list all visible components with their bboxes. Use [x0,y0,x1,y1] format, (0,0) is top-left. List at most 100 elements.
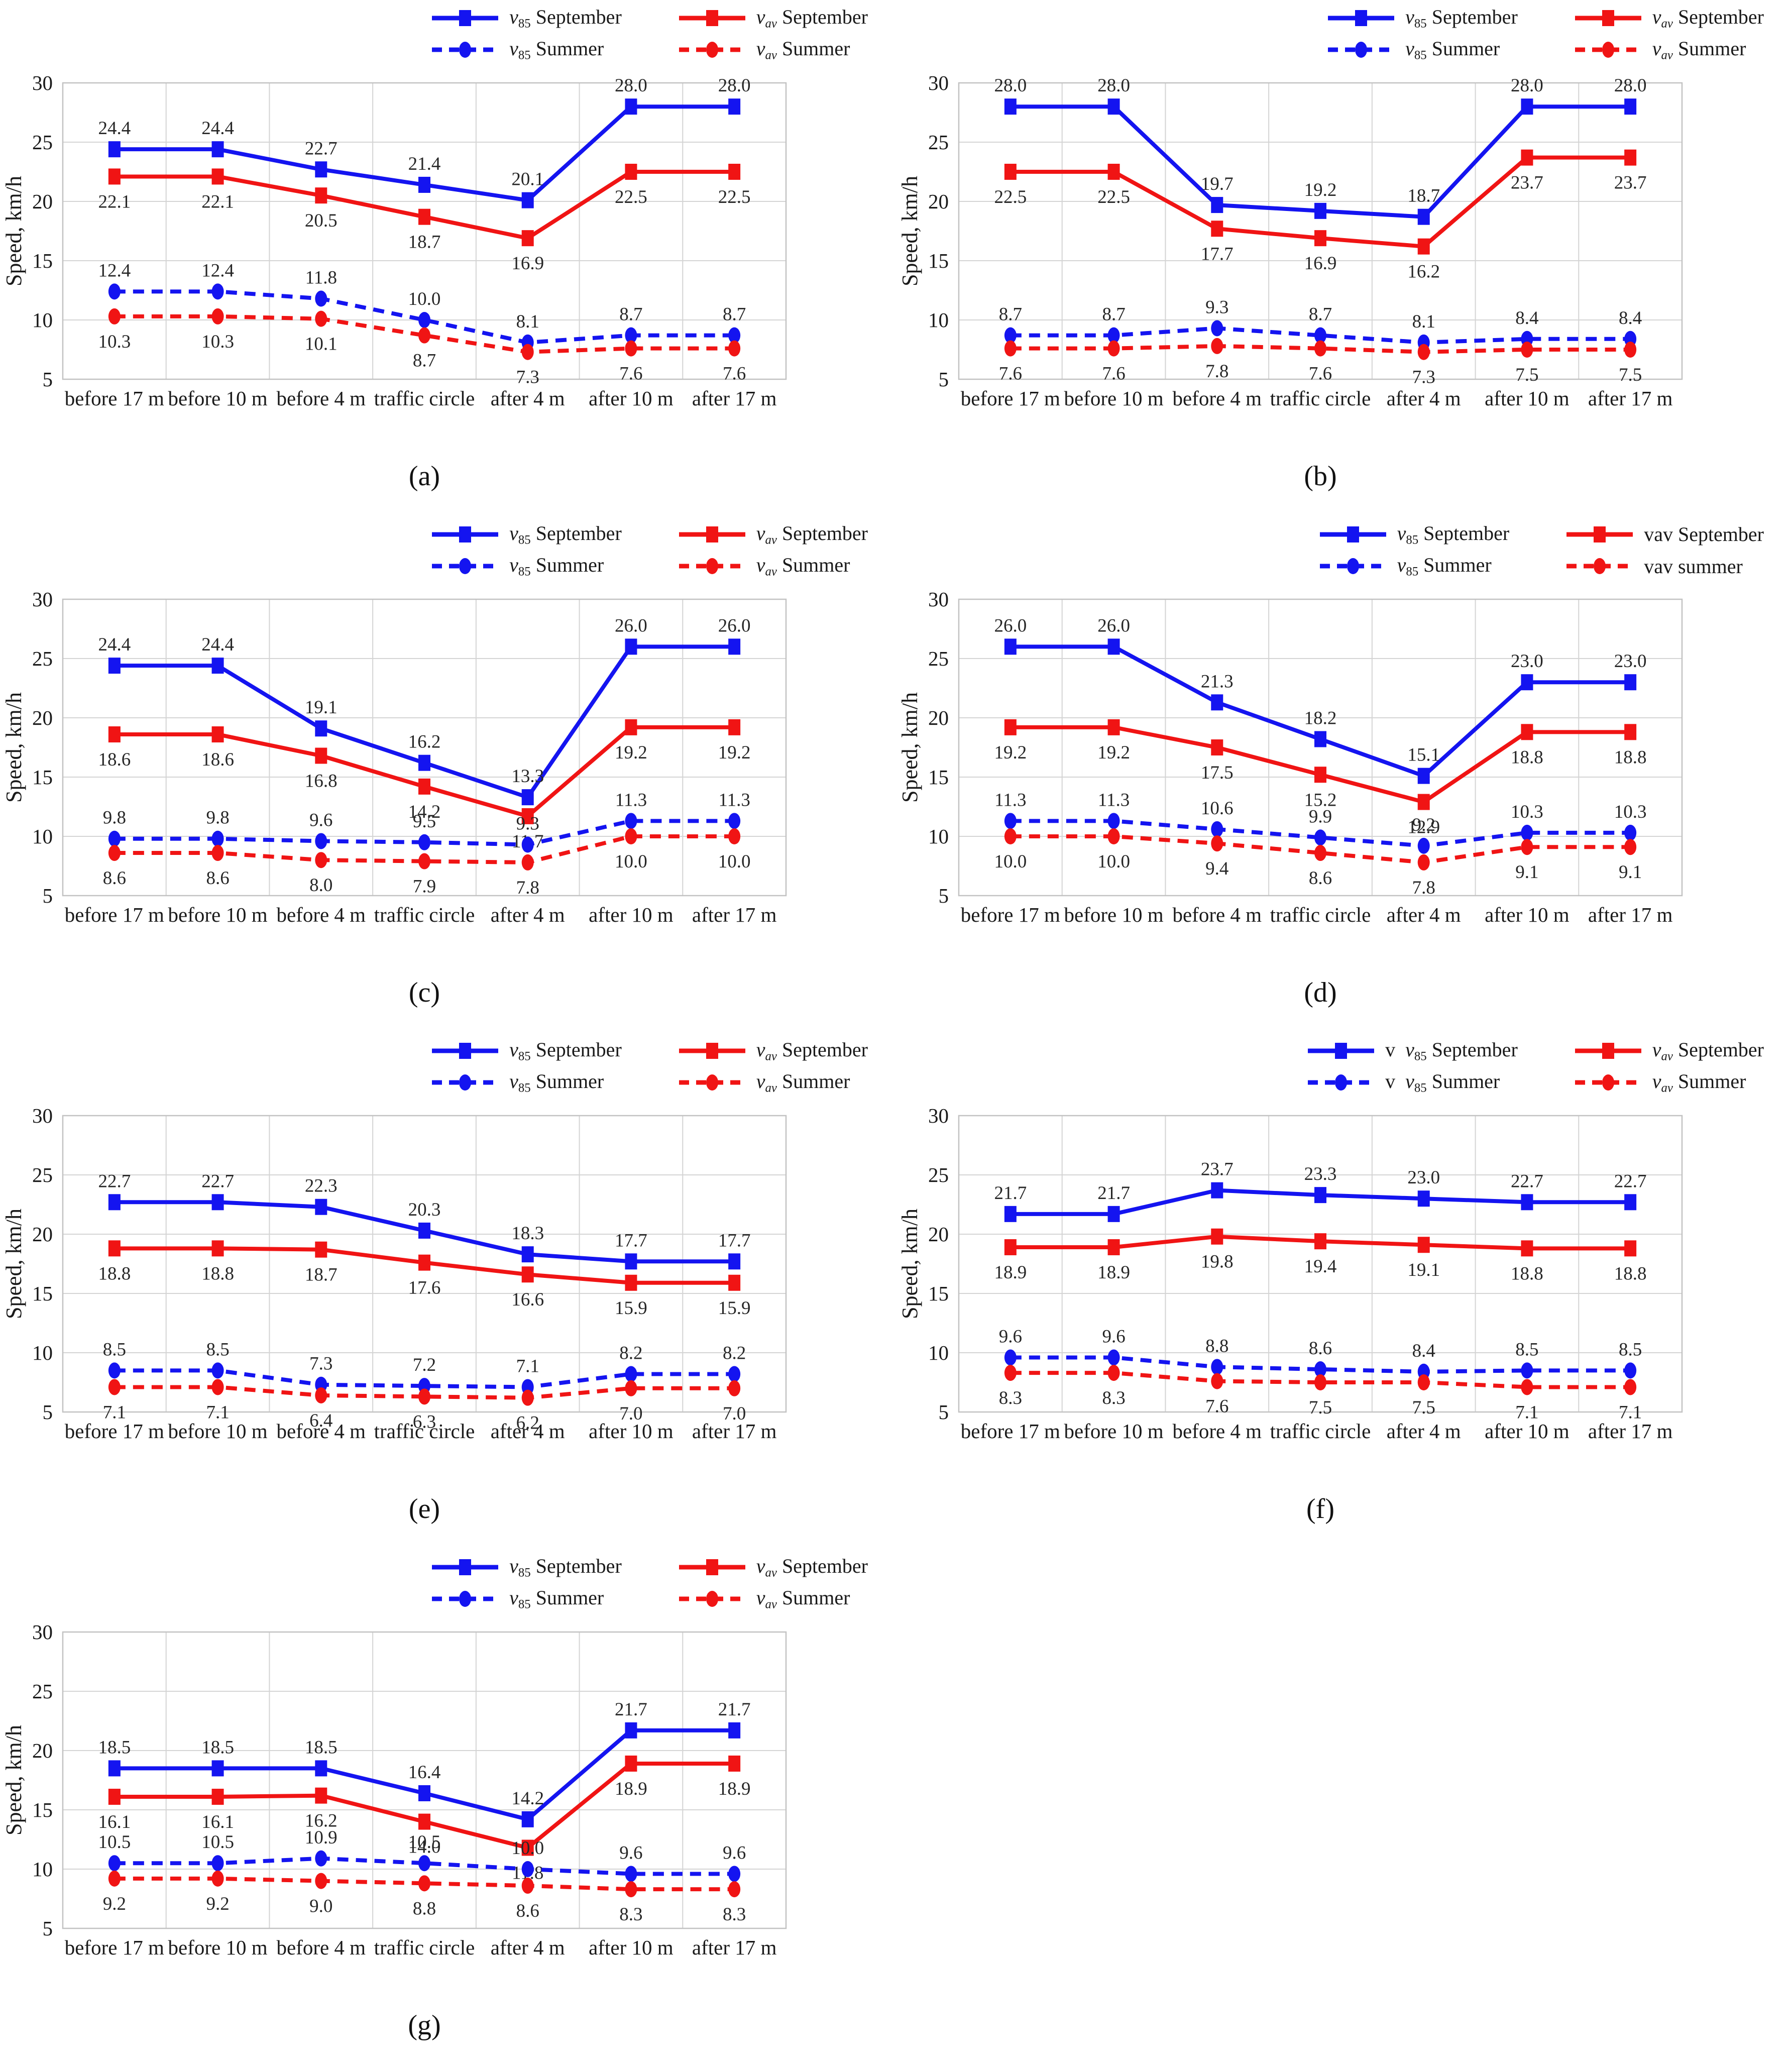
data-label-vav-summer: 7.1 [206,1402,229,1423]
chart-cell-a: 5 10 15 20 25 30 Speed, km/h before 17 m before … [0,0,896,516]
series-marker-v85-september [1624,98,1637,115]
y-tick-label: 5 [43,1917,53,1940]
series-marker-vav-september [418,778,430,795]
series-marker-vav-september [1004,1239,1017,1255]
data-label-v85-september: 26.0 [615,615,647,636]
data-label-v85-september: 21.3 [1201,671,1234,692]
data-label-vav-summer: 10.0 [994,851,1027,872]
data-label-v85-summer: 8.7 [723,304,746,325]
series-marker-v85-summer [728,813,741,829]
y-tick-label: 25 [32,1163,53,1186]
data-label-vav-summer: 9.2 [206,1894,229,1914]
legend-marker [1602,10,1614,26]
data-label-v85-summer: 8.5 [1515,1339,1538,1360]
series-marker-vav-september [1521,724,1533,740]
chart-caption: (d) [1304,977,1337,1008]
series-marker-vav-september [521,230,534,247]
legend-marker [459,1559,472,1575]
x-tick-label: before 4 m [276,387,366,410]
y-tick-label: 25 [928,131,949,154]
legend: v v85 September vav September v v85 Summer… [1306,1038,1764,1096]
chart-cell-b: 5 10 15 20 25 30 Speed, km/h before 17 m before … [896,0,1792,516]
series-marker-vav-september [211,168,224,185]
legend: v85 September vav September v85 Summer vav … [1318,521,1764,579]
legend-swatch-vav-summer [679,42,745,58]
series-marker-v85-summer [1004,1349,1017,1366]
legend-swatch-vav-summer [679,1074,745,1091]
y-tick-label: 20 [32,706,53,729]
data-label-v85-summer: 7.3 [309,1354,332,1374]
data-label-v85-summer: 10.3 [1614,802,1647,822]
data-label-vav-september: 18.8 [1614,747,1647,768]
data-label-v85-september: 24.4 [98,118,131,139]
data-label-v85-summer: 11.3 [994,790,1026,810]
series-marker-v85-september [1314,202,1326,219]
series-marker-vav-summer [1004,828,1017,844]
data-label-v85-september: 24.4 [201,118,234,139]
legend-marker [706,558,718,575]
series-marker-v85-september [1211,694,1223,711]
series-marker-vav-summer [315,1873,327,1889]
legend-label-segment: v [1405,37,1414,60]
legend-label-segment: 85 [1414,1049,1427,1063]
x-tick-label: after 17 m [1588,387,1673,410]
legend: v85 September vav September v85 Summer vav … [430,1554,868,1612]
series-marker-v85-september [108,1760,121,1777]
chart-caption: (g) [408,2010,441,2041]
y-tick-label: 30 [928,1104,949,1127]
data-label-v85-summer: 10.0 [408,289,441,309]
data-label-v85-september: 20.3 [408,1200,441,1220]
data-label-v85-september: 21.7 [994,1183,1027,1204]
chart-cell-d: 5 10 15 20 25 30 Speed, km/h before 17 m before … [896,516,1792,1033]
data-label-v85-summer: 10.5 [408,1832,441,1853]
data-label-vav-september: 19.2 [994,742,1027,763]
data-label-vav-september: 18.8 [98,1263,131,1284]
legend-label-segment: av [765,1597,777,1611]
y-tick-label: 5 [43,368,53,391]
data-label-vav-september: 22.5 [994,187,1027,207]
legend-label-segment: 85 [518,1049,531,1063]
legend-label-segment: Summer [530,37,604,60]
data-label-vav-summer: 7.6 [999,364,1022,384]
plot-border [62,82,787,380]
legend-entry-vav-september: vav September [677,1554,868,1580]
data-label-v85-summer: 9.9 [1309,806,1332,827]
legend-label-segment: v [509,1070,518,1093]
legend-swatch-v85-september [432,526,499,542]
legend-swatch-v85-september [432,1042,499,1059]
plot-border [62,1631,787,1929]
series-marker-vav-september [1624,724,1637,740]
series-marker-v85-september [1624,674,1637,691]
legend-label-segment: v [509,1555,518,1577]
data-label-vav-summer: 7.1 [1619,1402,1642,1423]
legend-label: vav September [756,5,868,31]
series-marker-vav-summer [1521,342,1533,358]
legend-entry-vav-september: vav September [677,521,868,547]
legend-swatch-v85-summer [1328,42,1395,58]
series-marker-vav-summer [625,1380,637,1396]
series-marker-vav-september [521,1266,534,1283]
data-label-vav-summer: 10.3 [98,332,131,352]
data-label-vav-summer: 6.2 [516,1413,539,1434]
data-label-vav-summer: 8.8 [413,1898,436,1919]
y-axis-title: Speed, km/h [898,1209,922,1319]
data-label-vav-summer: 7.1 [1515,1402,1538,1423]
legend-label-segment: av [765,1049,777,1063]
series-marker-vav-september [1004,719,1017,735]
series-marker-v85-summer [1004,327,1017,344]
data-label-vav-september: 22.5 [615,187,647,207]
data-label-vav-september: 18.6 [201,749,234,770]
data-label-vav-summer: 9.4 [1205,858,1228,879]
series-marker-vav-summer [1211,835,1223,852]
series-marker-vav-september [521,808,534,824]
legend-label-segment: September [776,1038,868,1061]
series-marker-vav-september [1417,238,1430,255]
series-marker-v85-september [211,1760,224,1777]
legend-marker [706,1042,718,1059]
legend-swatch-vav-september [1575,10,1641,26]
series-marker-vav-september [1211,221,1223,237]
data-label-v85-september: 18.2 [1304,708,1337,728]
chart-caption: (a) [408,461,440,492]
legend-marker [459,1074,472,1091]
plot-border [958,1115,1683,1413]
